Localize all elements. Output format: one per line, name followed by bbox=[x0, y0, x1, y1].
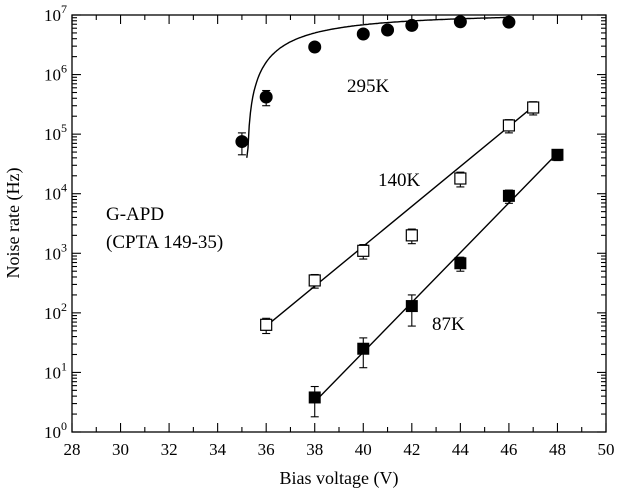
y-tick-exponent: 7 bbox=[61, 2, 67, 16]
x-tick-label: 34 bbox=[209, 440, 227, 459]
y-tick-label: 101 bbox=[44, 359, 67, 382]
y-tick-exponent: 2 bbox=[61, 300, 67, 314]
data-point-87k bbox=[405, 300, 418, 313]
data-point-140k bbox=[357, 244, 370, 257]
data-point-295k bbox=[356, 27, 370, 41]
y-tick-exponent: 4 bbox=[61, 181, 67, 195]
data-point-140k bbox=[502, 119, 516, 132]
y-tick-exponent: 1 bbox=[61, 359, 67, 373]
x-tick-label: 48 bbox=[549, 440, 566, 459]
y-tick-label: 100 bbox=[44, 419, 67, 442]
x-tick-label: 38 bbox=[306, 440, 323, 459]
x-tick-label: 40 bbox=[355, 440, 372, 459]
data-point-140k bbox=[260, 318, 273, 331]
y-tick-exponent: 3 bbox=[61, 240, 67, 254]
data-point-295k bbox=[259, 90, 273, 104]
x-tick-label: 44 bbox=[452, 440, 470, 459]
axis-ticks: 28 30 32 34 36 38 40 42 44 46 48 501001011021031041… bbox=[44, 2, 615, 459]
series-label-295k: 295K bbox=[347, 76, 390, 97]
fit-line-140k bbox=[265, 106, 534, 327]
y-tick-label: 106 bbox=[44, 62, 67, 85]
data-point-87k bbox=[308, 391, 321, 404]
data-point-295k bbox=[235, 135, 249, 149]
data-point-87k bbox=[357, 342, 370, 355]
y-tick-exponent: 5 bbox=[61, 121, 67, 135]
x-axis-label: Bias voltage (V) bbox=[280, 468, 399, 489]
x-tick-label: 42 bbox=[403, 440, 420, 459]
data-point-87k bbox=[551, 148, 564, 161]
data-point-140k bbox=[308, 274, 321, 287]
data-point-295k bbox=[308, 40, 322, 54]
data-point-140k bbox=[527, 101, 540, 114]
data-point-140k bbox=[405, 229, 418, 242]
x-tick-label: 32 bbox=[161, 440, 178, 459]
y-tick-label: 104 bbox=[44, 181, 67, 204]
device-name-label: G-APD bbox=[106, 204, 164, 225]
x-tick-label: 46 bbox=[500, 440, 517, 459]
fit-lines bbox=[246, 16, 558, 403]
y-tick-label: 102 bbox=[44, 300, 67, 323]
y-axis-label: Noise rate (Hz) bbox=[3, 168, 24, 279]
data-point-140k bbox=[454, 172, 467, 185]
x-tick-label: 30 bbox=[112, 440, 129, 459]
x-tick-label: 50 bbox=[598, 440, 615, 459]
data-point-295k bbox=[381, 23, 395, 37]
fit-line-87k bbox=[314, 152, 558, 403]
y-tick-exponent: 6 bbox=[61, 62, 67, 76]
data-point-87k bbox=[502, 189, 515, 202]
x-tick-label: 28 bbox=[64, 440, 81, 459]
y-tick-exponent: 0 bbox=[61, 419, 67, 433]
device-model-label: (CPTA 149-35) bbox=[106, 232, 223, 253]
x-tick-label: 36 bbox=[258, 440, 275, 459]
data-point-87k bbox=[454, 257, 467, 270]
data-points bbox=[235, 15, 564, 418]
series-label-87k: 87K bbox=[432, 314, 465, 335]
y-tick-label: 107 bbox=[44, 2, 67, 25]
series-label-140k: 140K bbox=[378, 170, 421, 191]
y-tick-label: 105 bbox=[44, 121, 67, 144]
y-tick-label: 103 bbox=[44, 240, 67, 263]
